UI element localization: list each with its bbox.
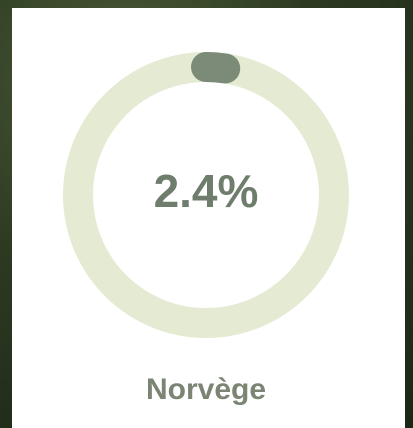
value-label: 2.4% — [154, 165, 259, 217]
ring-arc — [191, 52, 241, 84]
category-label: Norvège — [146, 373, 266, 406]
